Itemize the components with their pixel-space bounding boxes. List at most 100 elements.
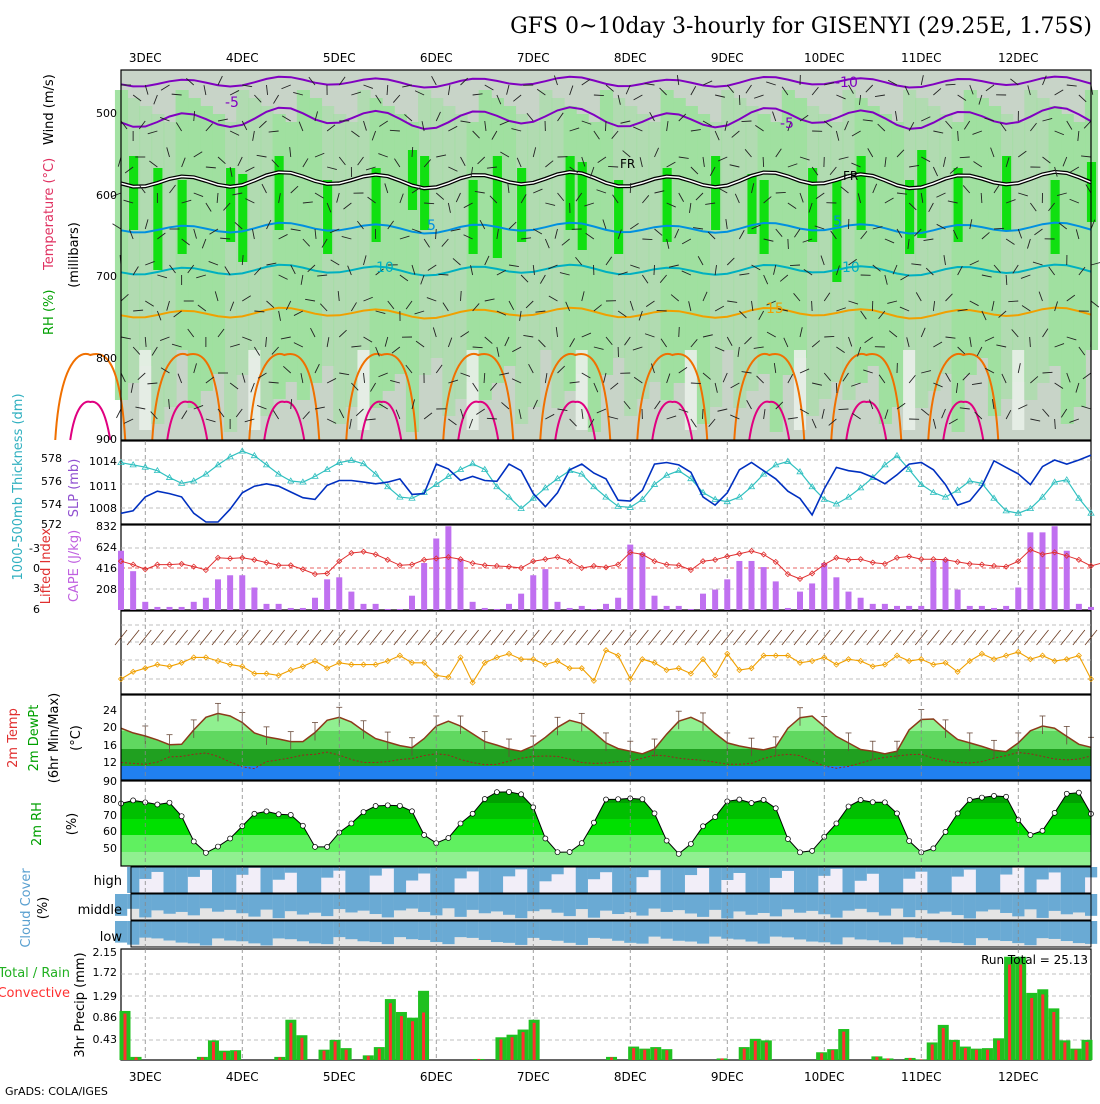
cloud-middle: middle	[78, 903, 122, 918]
cape-bar	[264, 604, 270, 610]
precip-convective-bar	[820, 1053, 823, 1060]
cape-bar	[652, 596, 658, 610]
rh2m-marker	[1028, 833, 1033, 838]
day-label-bottom: 4DEC	[226, 1070, 259, 1084]
cape-bar	[591, 609, 597, 610]
cape-bar	[1052, 526, 1058, 610]
cloud-bar	[1037, 921, 1049, 938]
label-10b: 10	[842, 260, 860, 276]
cloud-bar	[261, 867, 273, 893]
cloud-bar	[176, 894, 188, 912]
ylabel-minmax: (6hr Min/Max)	[47, 693, 62, 783]
cloud-bar	[576, 867, 588, 893]
rh-dry-pocket	[1012, 350, 1024, 430]
cloud-bar	[988, 867, 1000, 893]
cloud-bar	[297, 921, 309, 941]
cloud-bar	[1061, 921, 1073, 941]
cloud-bar	[867, 921, 879, 940]
cloud-bar	[830, 894, 842, 918]
cloud-bar	[442, 867, 454, 893]
cape-bar	[385, 609, 391, 610]
cloud-bar	[927, 867, 939, 893]
cape-bar	[894, 606, 900, 610]
cloud-bar	[782, 921, 794, 937]
precip-convective-bar	[511, 1037, 514, 1060]
ylabel-pct: (%)	[65, 813, 80, 836]
cloud-bar	[539, 867, 551, 881]
precip-convective-bar	[334, 1041, 337, 1060]
precip-convective-bar	[234, 1051, 237, 1060]
rh2m-marker	[397, 803, 402, 808]
day-label-bottom: 10DEC	[804, 1070, 844, 1084]
precip-convective-bar	[909, 1058, 912, 1060]
rh-moist-core	[469, 180, 478, 254]
rh-column	[770, 122, 783, 432]
rh2m-marker	[810, 848, 815, 853]
cloud-bar	[673, 894, 685, 910]
cape-bar	[191, 602, 197, 610]
rh2m-marker	[931, 846, 936, 851]
cloud-bar	[176, 921, 188, 943]
cape-bar	[567, 608, 573, 610]
wind-barb	[642, 239, 652, 240]
cloud-bar	[649, 894, 661, 909]
rh2m-marker	[155, 802, 160, 807]
cloud-bar	[612, 921, 624, 941]
cape-bar	[967, 606, 973, 610]
cloud-bar	[212, 894, 224, 912]
rh-column	[915, 98, 928, 408]
rh2m-marker	[131, 798, 136, 803]
cloud-bar	[164, 867, 176, 893]
cloud-bar	[855, 867, 867, 881]
cloud-bar	[879, 894, 891, 916]
rh-moist-core	[493, 156, 502, 258]
precip-convective-bar	[1063, 1042, 1066, 1060]
wind-barb	[679, 327, 680, 337]
tick-600: 600	[96, 189, 117, 202]
tick-t16: 16	[103, 739, 117, 752]
run-total: Run Total = 25.13	[981, 953, 1088, 967]
precip-convective-bar	[997, 1040, 1000, 1060]
rh-column	[370, 98, 383, 408]
cloud-bar	[151, 921, 163, 938]
cloud-bar	[940, 921, 952, 942]
cape-bar	[724, 579, 730, 610]
rh-column	[309, 98, 322, 383]
rh2m-marker	[749, 800, 754, 805]
cape-bar	[397, 609, 403, 610]
rh2m-marker	[1064, 791, 1069, 796]
rh-column	[1036, 98, 1049, 383]
cloud-bar	[709, 867, 721, 893]
cloud-bar	[661, 894, 673, 912]
wind-barb	[605, 121, 606, 131]
ylabel-lifted-index: Lifted Index	[39, 527, 54, 604]
rh-column	[1061, 114, 1074, 424]
rh-dry-pocket	[576, 350, 588, 430]
cloud-bar	[843, 921, 855, 937]
cape-bar	[1040, 532, 1046, 610]
cape-bar	[518, 594, 524, 610]
rh-moist-core	[760, 180, 769, 254]
ylabel-2m-rh: 2m RH	[30, 802, 45, 846]
rh2m-marker	[895, 811, 900, 816]
cloud-bar	[164, 921, 176, 941]
cloud-bar	[673, 921, 685, 941]
rh-column	[212, 114, 225, 374]
cloud-bar	[746, 921, 758, 942]
precip-convective-bar	[1041, 994, 1044, 1060]
precip-convective-bar	[345, 1050, 348, 1060]
cape-bar	[676, 606, 682, 610]
temp-below12-band	[121, 766, 1091, 780]
cape-bar	[130, 571, 136, 610]
precip-convective-bar	[389, 1003, 392, 1060]
precip-convective-bar	[964, 1048, 967, 1060]
rh2m-marker	[325, 844, 330, 849]
cloud-bar	[1061, 867, 1073, 893]
cape-bar	[445, 526, 451, 610]
tick-cape-624: 624	[96, 541, 117, 554]
cloud-bar	[418, 894, 430, 912]
label-fr1: FR	[620, 157, 635, 171]
cape-bar	[1003, 606, 1009, 610]
cloud-bar	[564, 921, 576, 943]
